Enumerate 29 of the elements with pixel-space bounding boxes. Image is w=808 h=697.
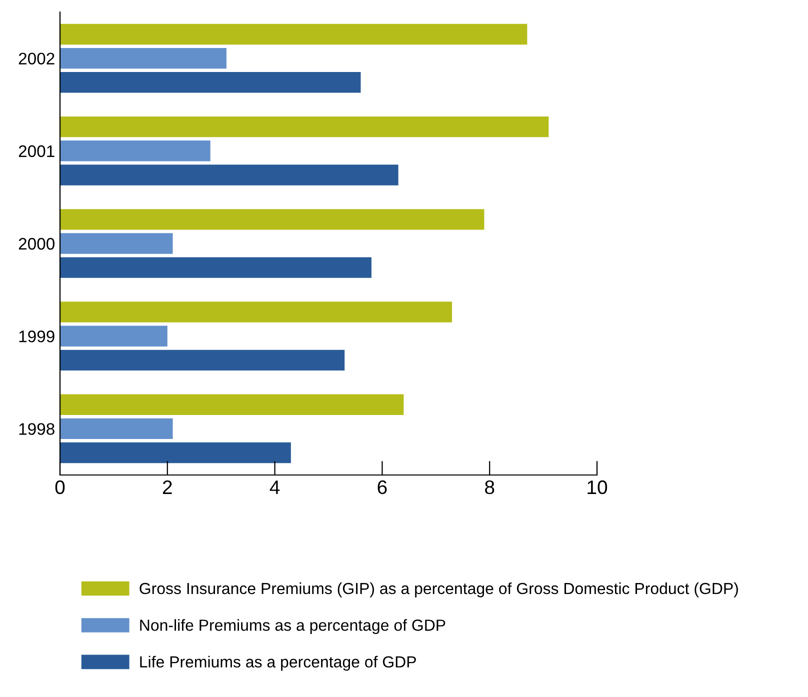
y-tick-label: 1998 — [19, 423, 54, 435]
bar — [60, 350, 345, 371]
bar — [60, 233, 173, 254]
legend-label: Life Premiums as a percentage of GDP — [140, 656, 416, 671]
bar — [60, 24, 528, 45]
x-tick-label: 8 — [485, 480, 494, 494]
bar — [60, 302, 452, 322]
x-tick-label: 6 — [378, 480, 387, 494]
bar — [60, 326, 168, 346]
y-tick-label: 2002 — [18, 52, 54, 65]
bar — [60, 418, 173, 440]
x-tick-label: 4 — [270, 480, 280, 494]
y-tick-label: 2001 — [18, 145, 54, 158]
bar — [60, 442, 291, 464]
legend-label: Non-life Premiums as a percentage of GDP — [140, 619, 446, 634]
bar — [60, 48, 226, 69]
bar — [60, 140, 210, 162]
x-tick-label: 2 — [162, 480, 172, 494]
bar — [60, 72, 361, 93]
x-tick-label: 0 — [55, 480, 65, 494]
legend-label: Gross Insurance Premiums (GIP) as a percentage of Gross Domestic Product (GDP) — [140, 582, 738, 598]
bar — [60, 257, 372, 278]
y-tick-label: 1999 — [19, 330, 54, 342]
bar — [60, 164, 398, 186]
bar — [60, 116, 549, 138]
bar — [60, 394, 404, 415]
bar — [60, 209, 484, 230]
x-tick-label: 10 — [588, 480, 608, 494]
y-tick-label: 2000 — [18, 238, 54, 250]
